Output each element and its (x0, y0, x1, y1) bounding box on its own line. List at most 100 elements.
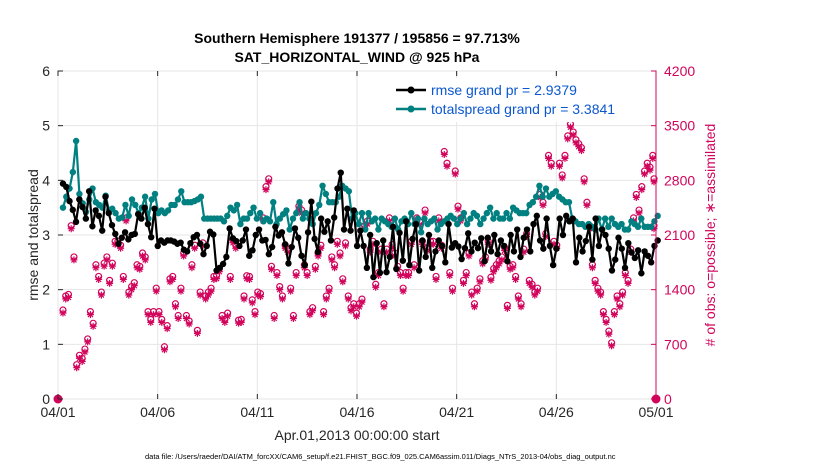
rmse-point (527, 248, 534, 255)
legend-rmse-label: rmse grand pr = 2.9379 (431, 82, 577, 98)
spread-point (128, 196, 136, 203)
obs-point (514, 292, 522, 303)
rmse-point (474, 244, 482, 252)
rmse-point (151, 205, 158, 212)
legend-spread-marker (407, 105, 415, 113)
rmse-point (281, 241, 289, 248)
rmse-point (634, 247, 642, 254)
spread-point (233, 201, 241, 209)
spread-point (483, 209, 491, 217)
x-tick-label: 05/01 (638, 404, 673, 420)
rmse-point (366, 231, 374, 239)
x-tick-label: 04/06 (140, 404, 175, 420)
obs-point (446, 268, 454, 280)
obs-point (459, 276, 468, 287)
rmse-point (272, 223, 279, 230)
rmse-point (576, 234, 583, 241)
x-tick-label: 04/26 (539, 404, 574, 420)
spread-point (473, 212, 481, 220)
obs-point (650, 175, 658, 186)
rmse-point (520, 234, 527, 241)
spread-point (371, 215, 379, 222)
spread-point (220, 218, 228, 225)
obs-point (262, 183, 270, 194)
rmse-point (327, 237, 335, 244)
obs-point (602, 315, 610, 326)
rmse-point (360, 242, 367, 250)
obs-point (171, 300, 180, 311)
spread-point (529, 199, 537, 206)
spread-point (362, 226, 369, 233)
spread-point (503, 209, 510, 217)
rmse-point (63, 183, 70, 191)
rmse-point (317, 215, 325, 222)
y2-tick-label: 1400 (664, 282, 695, 298)
rmse-point (572, 259, 580, 266)
rmse-point (429, 264, 436, 271)
obs-point (245, 272, 254, 283)
obs-point (177, 284, 185, 295)
y-tick-label: 3 (42, 227, 50, 243)
rmse-point (478, 235, 485, 242)
rmse-point (412, 220, 420, 228)
obs-point (303, 268, 311, 280)
rmse-point (471, 239, 478, 246)
rmse-point (118, 234, 126, 241)
data-file-footer: data file: /Users/raeder/DAI/ATM_forcXX/… (145, 452, 616, 461)
rmse-point (148, 233, 155, 241)
obs-point (325, 284, 333, 295)
rmse-point (311, 235, 318, 243)
spread-point (634, 223, 642, 230)
spread-point (286, 226, 293, 233)
rmse-point (295, 234, 302, 241)
spread-point (542, 185, 550, 192)
spread-point (391, 215, 399, 222)
spread-point (141, 193, 149, 200)
rmse-point (592, 215, 599, 222)
rmse-point (134, 211, 142, 218)
y-tick-label: 4 (42, 172, 50, 188)
y2-tick-label: 4200 (664, 63, 695, 79)
obs-point (405, 268, 413, 280)
rmse-point (278, 229, 286, 236)
obs-point (89, 319, 97, 330)
rmse-point (481, 258, 488, 265)
obs-point (333, 237, 341, 248)
obs-point (240, 292, 248, 303)
y-tick-label: 1 (42, 336, 50, 352)
rmse-point (314, 248, 322, 256)
obs-point (618, 288, 627, 299)
obs-point (503, 301, 511, 312)
rmse-point (644, 252, 652, 259)
rmse-point (448, 244, 456, 251)
obs-point (583, 198, 591, 209)
spread-point (266, 218, 274, 225)
obs-point (328, 253, 336, 264)
y-tick-label: 6 (42, 63, 50, 79)
spread-point (250, 204, 257, 211)
rmse-point (396, 229, 403, 237)
obs-point (646, 163, 654, 174)
rmse-point (402, 218, 410, 225)
rmse-point (187, 240, 194, 247)
rmse-point (357, 227, 364, 234)
spread-point (565, 199, 573, 206)
rmse-point (419, 237, 426, 244)
spread-point (174, 196, 182, 203)
rmse-point (553, 245, 560, 252)
rmse-point (219, 260, 227, 268)
rmse-point (654, 237, 661, 244)
rmse-point (393, 265, 400, 273)
rmse-point (76, 196, 83, 203)
spread-point (276, 215, 284, 222)
obs-point (610, 307, 618, 319)
obs-point (443, 159, 451, 170)
spread-point (316, 201, 323, 209)
obs-point (339, 275, 347, 286)
y-tick-label: 2 (42, 282, 50, 298)
rmse-point (517, 253, 524, 261)
rmse-point (95, 212, 103, 220)
spread-point (112, 209, 119, 217)
obs-point (517, 300, 525, 311)
spread-point (493, 209, 500, 217)
